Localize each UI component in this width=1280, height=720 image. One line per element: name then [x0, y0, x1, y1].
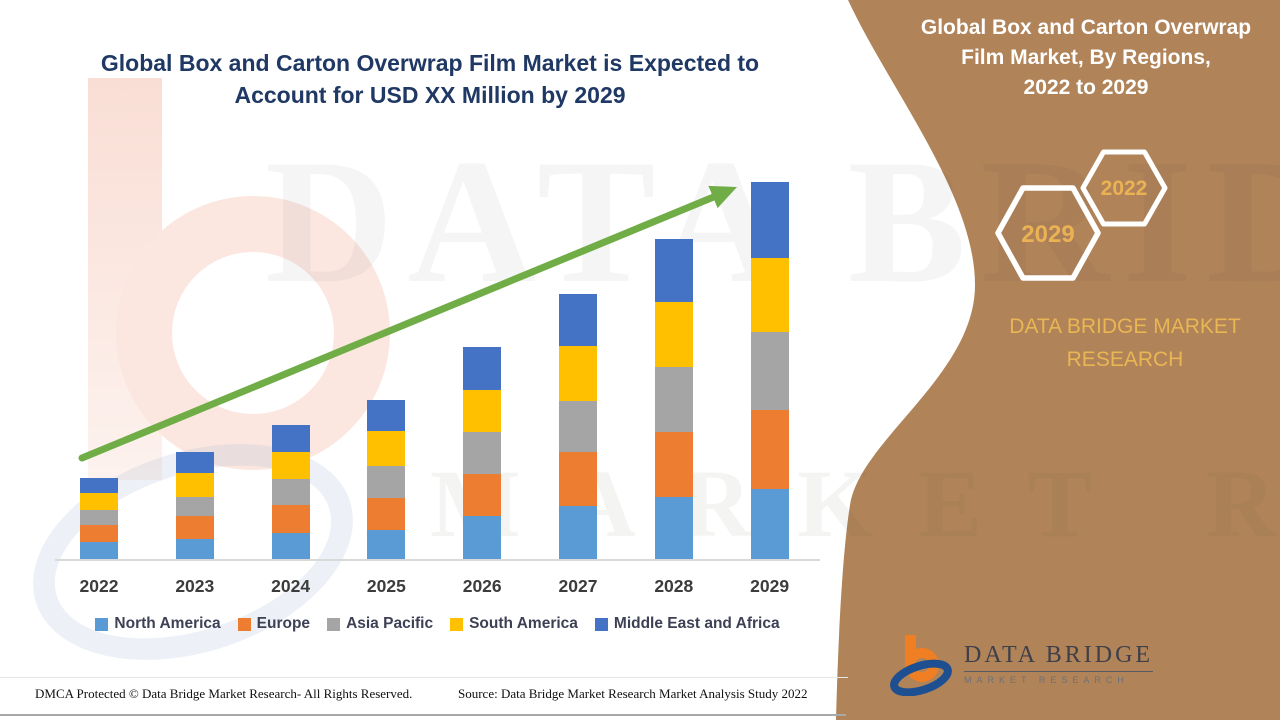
- page-title: Global Box and Carton Overwrap Film Mark…: [40, 47, 820, 111]
- bar-segment-2023-north-america: [175, 539, 214, 559]
- legend-swatch-icon: [450, 617, 464, 631]
- x-axis-label-2029: 2029: [750, 576, 790, 596]
- legend-item-south-america: South America: [450, 615, 578, 633]
- footer-dmca-text: DMCA Protected © Data Bridge Market Rese…: [35, 686, 413, 701]
- hexagon-year-2029: 2029: [1021, 221, 1075, 248]
- bar-2022: [80, 478, 118, 559]
- bar-segment-2028-north-america: [654, 497, 693, 559]
- bar-segment-2029-middle-east-and-africa: [750, 182, 789, 258]
- sidebar-brand-text: DATA BRIDGE MARKET RESEARCH: [958, 310, 1280, 376]
- bar-segment-2024-europe: [271, 505, 310, 533]
- sidebar-title-line3: 2022 to 2029: [1023, 76, 1149, 99]
- chart-legend: North America Europe Asia Pacific South Ame…: [45, 615, 830, 633]
- bar-segment-2025-asia-pacific: [367, 466, 406, 498]
- bar-segment-2022-north-america: [80, 542, 118, 559]
- bar-segment-2027-middle-east-and-africa: [559, 294, 597, 346]
- legend-label: South America: [469, 615, 578, 632]
- x-axis-label-2025: 2025: [366, 576, 406, 596]
- legend-item-europe: Europe: [237, 615, 311, 633]
- x-axis-line: [55, 559, 820, 561]
- hexagon-year-2022: 2022: [1100, 177, 1148, 200]
- bar-segment-2022-middle-east-and-africa: [80, 478, 118, 493]
- bar-segment-2027-asia-pacific: [559, 401, 597, 452]
- sidebar-background-shape: [836, 0, 1280, 720]
- bar-segment-2023-south-america: [175, 473, 214, 497]
- bar-segment-2027-south-america: [559, 346, 597, 401]
- data-bridge-logo: DATA BRIDGE MARKET RESEARCH: [888, 630, 1154, 696]
- x-axis-label-2028: 2028: [654, 576, 694, 596]
- bar-segment-2029-europe: [750, 410, 789, 489]
- x-axis-label-2024: 2024: [271, 576, 311, 596]
- legend-swatch-icon: [95, 617, 109, 631]
- bar-segment-2028-asia-pacific: [654, 367, 693, 432]
- legend-swatch-icon: [327, 617, 341, 631]
- data-bridge-logo-icon: [890, 635, 952, 696]
- bar-segment-2029-asia-pacific: [750, 332, 789, 410]
- x-axis-label-2023: 2023: [175, 576, 215, 596]
- sidebar-title: Global Box and Carton Overwrap Film Mark…: [900, 13, 1272, 103]
- data-bridge-logo-text: DATA BRIDGE MARKET RESEARCH: [964, 642, 1154, 685]
- sidebar-brand-line1: DATA BRIDGE MARKET: [1009, 315, 1241, 338]
- bar-2026: [463, 347, 502, 559]
- bar-segment-2024-north-america: [271, 533, 310, 559]
- x-axis-label-2026: 2026: [462, 576, 502, 596]
- bar-2029: [750, 182, 789, 559]
- sidebar-title-line2: Film Market, By Regions,: [961, 46, 1211, 69]
- legend-label: Europe: [256, 615, 311, 632]
- bar-segment-2026-asia-pacific: [463, 432, 502, 474]
- legend-item-north-america: North America: [95, 615, 221, 633]
- bar-segment-2022-europe: [80, 525, 118, 542]
- legend-label: Middle East and Africa: [613, 615, 780, 632]
- bar-segment-2028-middle-east-and-africa: [654, 239, 693, 302]
- bar-segment-2024-asia-pacific: [271, 479, 310, 505]
- bar-segment-2029-north-america: [750, 489, 789, 559]
- bar-segment-2026-middle-east-and-africa: [463, 347, 502, 390]
- bar-segment-2022-south-america: [80, 493, 118, 510]
- x-axis-label-2022: 2022: [79, 576, 119, 596]
- bar-segment-2022-asia-pacific: [80, 510, 118, 525]
- sidebar-brand-line2: RESEARCH: [1066, 348, 1184, 371]
- sidebar-title-line1: Global Box and Carton Overwrap: [920, 16, 1252, 39]
- bar-segment-2023-asia-pacific: [175, 497, 214, 516]
- legend-item-middle-east-and-africa: Middle East and Africa: [594, 615, 780, 633]
- bar-2027: [559, 294, 597, 559]
- bar-segment-2025-north-america: [367, 530, 406, 559]
- bar-segment-2028-south-america: [654, 302, 693, 367]
- footer-source-text: Source: Data Bridge Market Research Mark…: [458, 686, 808, 701]
- legend-item-asia-pacific: Asia Pacific: [327, 615, 433, 633]
- bar-segment-2029-south-america: [750, 258, 789, 332]
- logo-name-text: DATA BRIDGE: [964, 642, 1154, 672]
- page-title-line1: Global Box and Carton Overwrap Film Mark…: [100, 50, 760, 76]
- bar-segment-2026-north-america: [463, 516, 502, 559]
- legend-label: North America: [114, 615, 221, 632]
- bar-segment-2027-north-america: [559, 506, 597, 559]
- legend-label: Asia Pacific: [346, 615, 434, 632]
- footer-divider-top: [0, 677, 848, 678]
- footer-divider-bottom: [0, 714, 846, 716]
- bar-segment-2026-south-america: [463, 390, 502, 432]
- bar-segment-2028-europe: [654, 432, 693, 497]
- bar-segment-2027-europe: [559, 452, 597, 506]
- x-axis-label-2027: 2027: [558, 576, 598, 596]
- bar-segment-2023-europe: [175, 516, 214, 539]
- bar-2028: [654, 239, 693, 559]
- logo-subtitle-text: MARKET RESEARCH: [964, 674, 1129, 685]
- legend-swatch-icon: [594, 617, 608, 631]
- legend-swatch-icon: [237, 617, 251, 631]
- bar-segment-2026-europe: [463, 474, 502, 516]
- hexagons-graphic: [995, 149, 1168, 281]
- bar-segment-2025-europe: [367, 498, 406, 530]
- page-title-line2: Account for USD XX Million by 2029: [234, 82, 626, 108]
